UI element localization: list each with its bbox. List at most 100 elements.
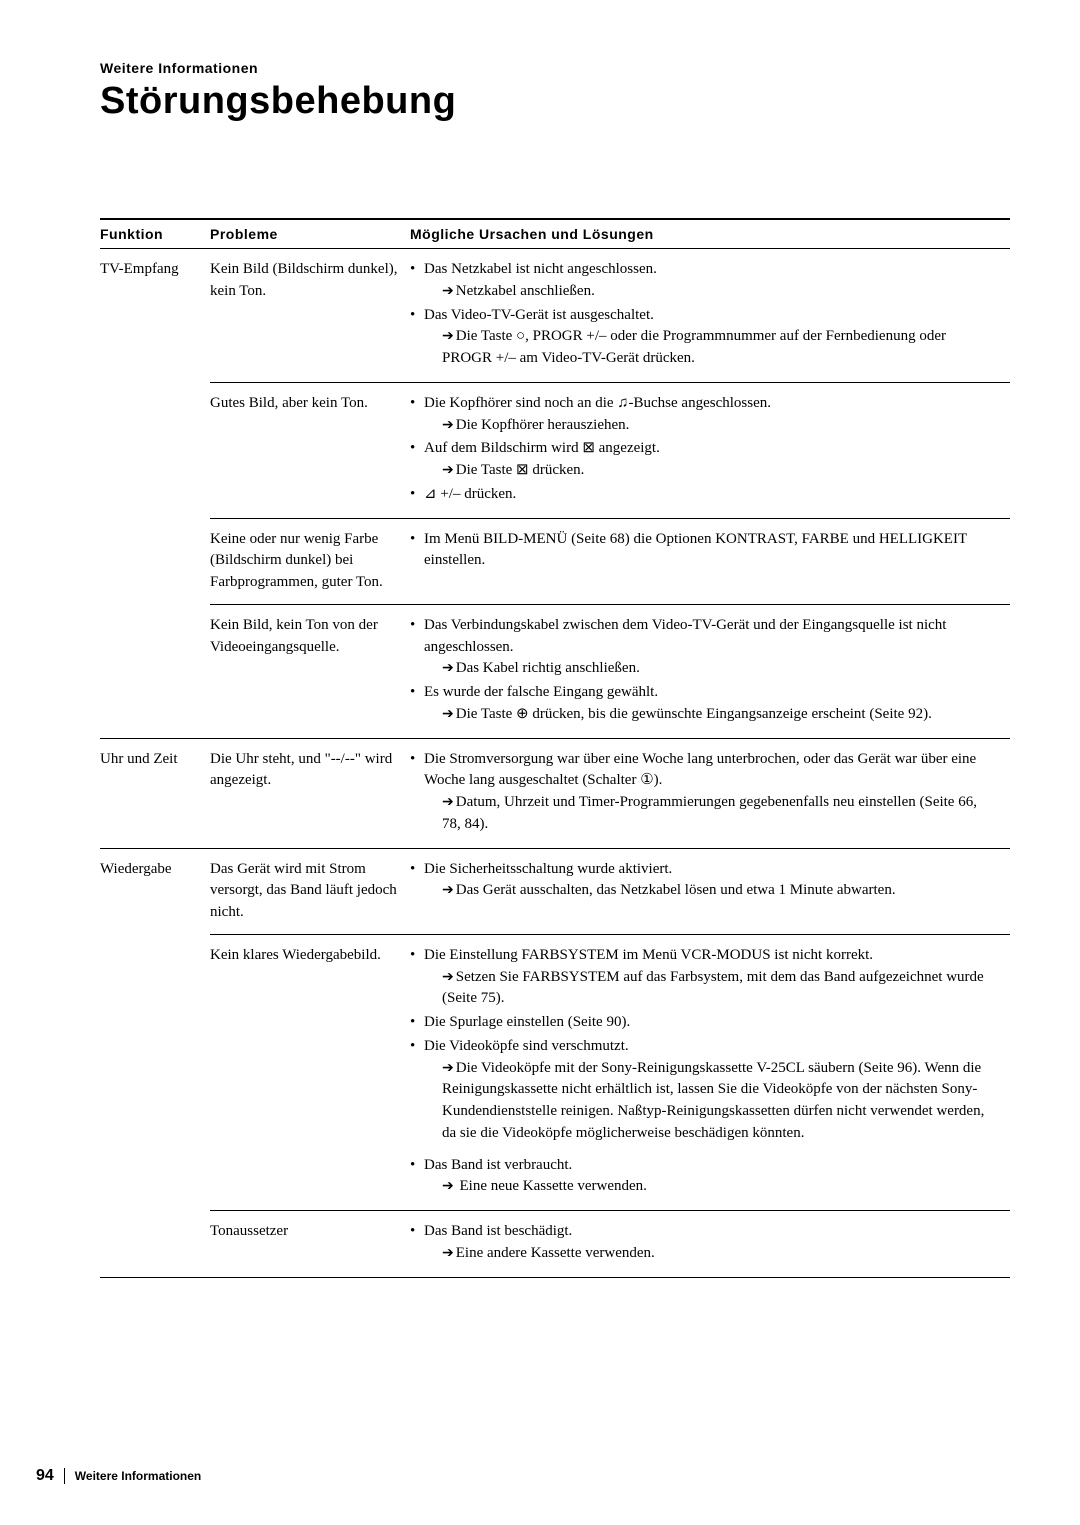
arrow-icon [442, 328, 456, 344]
cause-text: ⊿ +/– drücken. [424, 486, 516, 502]
problem-cell: Kein Bild (Bildschirm dunkel), kein Ton. [210, 249, 410, 383]
cause-item: Auf dem Bildschirm wird ⊠ angezeigt. Die … [410, 438, 998, 482]
causes-list: Das Band ist beschädigt. Eine andere Kass… [410, 1221, 998, 1265]
solution-cell: Das Netzkabel ist nicht angeschlossen. Ne… [410, 249, 1010, 383]
table-row: Gutes Bild, aber kein Ton. Die Kopfhörer … [100, 382, 1010, 518]
problem-cell: Kein klares Wiedergabebild. [210, 934, 410, 1210]
page-number: 94 [36, 1467, 54, 1485]
action-text: Die Taste ○, PROGR +/– oder die Programm… [442, 328, 946, 366]
action-line: Eine neue Kassette verwenden. [424, 1176, 998, 1198]
arrow-icon [442, 417, 456, 433]
solution-cell: Die Einstellung FARBSYSTEM im Menü VCR-M… [410, 934, 1010, 1210]
footer-label: Weitere Informationen [75, 1469, 201, 1483]
cause-text: Das Video-TV-Gerät ist ausgeschaltet. [424, 307, 654, 323]
arrow-icon [442, 283, 456, 299]
causes-list: Die Kopfhörer sind noch an die ♫-Buchse … [410, 393, 998, 506]
action-text: Eine neue Kassette verwenden. [456, 1178, 647, 1194]
cause-item: Die Videoköpfe sind verschmutzt.Die Vide… [410, 1036, 998, 1145]
action-line: Die Kopfhörer herausziehen. [424, 415, 998, 437]
action-line: Das Kabel richtig anschließen. [424, 658, 998, 680]
arrow-icon [442, 660, 456, 676]
cause-item: ⊿ +/– drücken. [410, 484, 998, 506]
table-row: TV-EmpfangKein Bild (Bildschirm dunkel),… [100, 249, 1010, 383]
cause-item: Im Menü BILD-MENÜ (Seite 68) die Optione… [410, 529, 998, 573]
causes-list: Das Verbindungskabel zwischen dem Video-… [410, 615, 998, 726]
func-cell: Uhr und Zeit [100, 738, 210, 848]
cause-text: Das Verbindungskabel zwischen dem Video-… [424, 617, 946, 655]
solution-cell: Die Sicherheitsschaltung wurde aktiviert… [410, 848, 1010, 934]
cause-item: Das Band ist beschädigt. Eine andere Kass… [410, 1221, 998, 1265]
cause-text: Das Band ist verbraucht. [424, 1157, 572, 1173]
action-line: Setzen Sie FARBSYSTEM auf das Farbsystem… [424, 967, 998, 1011]
page-title: Störungsbehebung [100, 80, 1010, 123]
func-cell [100, 934, 210, 1210]
solution-cell: Die Kopfhörer sind noch an die ♫-Buchse … [410, 382, 1010, 518]
func-cell [100, 382, 210, 518]
table-row: Kein klares Wiedergabebild. Die Einstellu… [100, 934, 1010, 1210]
action-line: Die Taste ○, PROGR +/– oder die Programm… [424, 326, 998, 370]
solution-cell: Die Stromversorgung war über eine Woche … [410, 738, 1010, 848]
solution-cell: Im Menü BILD-MENÜ (Seite 68) die Optione… [410, 518, 1010, 604]
problem-cell: Das Gerät wird mit Strom versorgt, das B… [210, 848, 410, 934]
causes-list: Die Einstellung FARBSYSTEM im Menü VCR-M… [410, 945, 998, 1198]
action-text: Das Gerät ausschalten, das Netzkabel lös… [456, 882, 896, 898]
causes-list: Das Netzkabel ist nicht angeschlossen. Ne… [410, 259, 998, 370]
problem-cell: Keine oder nur wenig Farbe (Bildschirm d… [210, 518, 410, 604]
problem-cell: Kein Bild, kein Ton von der Videoeingang… [210, 604, 410, 738]
cause-text: Auf dem Bildschirm wird ⊠ angezeigt. [424, 440, 660, 456]
col-head-funktion: Funktion [100, 219, 210, 249]
cause-text: Es wurde der falsche Eingang gewählt. [424, 684, 658, 700]
troubleshoot-table: Funktion Probleme Mögliche Ursachen und … [100, 218, 1010, 1278]
arrow-icon [442, 794, 456, 810]
action-line: Eine andere Kassette verwenden. [424, 1243, 998, 1265]
cause-text: Das Netzkabel ist nicht angeschlossen. [424, 261, 657, 277]
func-cell: TV-Empfang [100, 249, 210, 383]
cause-item: Die Kopfhörer sind noch an die ♫-Buchse … [410, 393, 998, 437]
section-label: Weitere Informationen [100, 60, 1010, 76]
action-line: Die Taste ⊠ drücken. [424, 460, 998, 482]
cause-text: Die Kopfhörer sind noch an die ♫-Buchse … [424, 395, 771, 411]
table-row: Keine oder nur wenig Farbe (Bildschirm d… [100, 518, 1010, 604]
col-head-probleme: Probleme [210, 219, 410, 249]
cause-text: Die Einstellung FARBSYSTEM im Menü VCR-M… [424, 947, 873, 963]
cause-item: Es wurde der falsche Eingang gewählt. Die… [410, 682, 998, 726]
table-row: Tonaussetzer Das Band ist beschädigt. Eine… [100, 1211, 1010, 1278]
solution-cell: Das Verbindungskabel zwischen dem Video-… [410, 604, 1010, 738]
action-text: Die Taste ⊠ drücken. [456, 462, 585, 478]
arrow-icon [442, 882, 456, 898]
action-text: Setzen Sie FARBSYSTEM auf das Farbsystem… [442, 969, 984, 1007]
cause-text: Die Stromversorgung war über eine Woche … [424, 751, 976, 789]
func-cell [100, 1211, 210, 1278]
problem-cell: Gutes Bild, aber kein Ton. [210, 382, 410, 518]
arrow-icon [442, 1178, 456, 1194]
cause-item: Das Band ist verbraucht. Eine neue Kasse… [410, 1155, 998, 1199]
arrow-icon [442, 1245, 456, 1261]
func-cell [100, 604, 210, 738]
causes-list: Die Stromversorgung war über eine Woche … [410, 749, 998, 836]
problem-cell: Tonaussetzer [210, 1211, 410, 1278]
cause-text: Die Sicherheitsschaltung wurde aktiviert… [424, 861, 672, 877]
table-row: Kein Bild, kein Ton von der Videoeingang… [100, 604, 1010, 738]
cause-text: Das Band ist beschädigt. [424, 1223, 572, 1239]
table-row: Uhr und ZeitDie Uhr steht, und "--/--" w… [100, 738, 1010, 848]
causes-list: Im Menü BILD-MENÜ (Seite 68) die Optione… [410, 529, 998, 573]
action-text: Eine andere Kassette verwenden. [456, 1245, 655, 1261]
cause-item: Das Netzkabel ist nicht angeschlossen. Ne… [410, 259, 998, 303]
arrow-icon [442, 969, 456, 985]
cause-text: Die Spurlage einstellen (Seite 90). [424, 1014, 630, 1030]
problem-cell: Die Uhr steht, und "--/--" wird angezeig… [210, 738, 410, 848]
causes-list: Die Sicherheitsschaltung wurde aktiviert… [410, 859, 998, 903]
cause-item: Die Stromversorgung war über eine Woche … [410, 749, 998, 836]
cause-item: Die Sicherheitsschaltung wurde aktiviert… [410, 859, 998, 903]
func-cell: Wiedergabe [100, 848, 210, 934]
action-line: Das Gerät ausschalten, das Netzkabel lös… [424, 880, 998, 902]
action-line: Die Taste ⊕ drücken, bis die gewünschte … [424, 704, 998, 726]
action-line: Datum, Uhrzeit und Timer-Programmierunge… [424, 792, 998, 836]
action-text: Die Videoköpfe mit der Sony-Reinigungska… [442, 1060, 984, 1141]
table-row: WiedergabeDas Gerät wird mit Strom verso… [100, 848, 1010, 934]
arrow-icon [442, 706, 456, 722]
func-cell [100, 518, 210, 604]
action-line: Netzkabel anschließen. [424, 281, 998, 303]
action-text: Die Taste ⊕ drücken, bis die gewünschte … [456, 706, 932, 722]
action-text: Die Kopfhörer herausziehen. [456, 417, 630, 433]
